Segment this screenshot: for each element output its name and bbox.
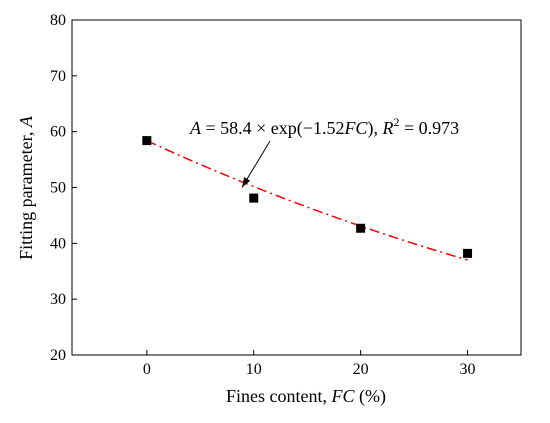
x-tick-label: 30 bbox=[460, 361, 476, 378]
data-points bbox=[142, 136, 473, 258]
y-tick-label: 60 bbox=[50, 124, 66, 141]
equation-annotation: A = 58.4 × exp(−1.52FC), R2 = 0.973 bbox=[189, 115, 459, 139]
y-axis-title-prefix: Fitting parameter, bbox=[16, 127, 36, 260]
data-point bbox=[463, 248, 473, 258]
tick-labels: 0 10 20 30 20 30 40 50 60 70 80 bbox=[50, 12, 476, 378]
x-tick-label: 0 bbox=[143, 361, 151, 378]
equation-body: = 58.4 × exp(−1.52 bbox=[201, 118, 344, 139]
y-tick-label: 40 bbox=[50, 235, 66, 252]
fit-curve bbox=[146, 139, 468, 261]
equation-value: = 0.973 bbox=[399, 118, 459, 138]
y-tick-label: 70 bbox=[50, 68, 66, 85]
y-axis-title-var: A bbox=[16, 115, 36, 128]
equation-close: ), bbox=[367, 118, 382, 139]
equation-A: A bbox=[189, 118, 202, 138]
equation-R: R bbox=[381, 118, 393, 138]
x-axis-title-suffix: (%) bbox=[355, 386, 386, 407]
annotation-arrow bbox=[241, 140, 271, 188]
y-tick-label: 30 bbox=[50, 291, 66, 308]
arrow-head bbox=[241, 177, 251, 188]
data-point bbox=[249, 193, 259, 203]
equation-superscript: 2 bbox=[393, 115, 399, 129]
data-point bbox=[142, 136, 152, 146]
equation-FC: FC bbox=[343, 118, 368, 138]
x-tick-label: 10 bbox=[246, 361, 262, 378]
y-tick-label: 20 bbox=[50, 347, 66, 364]
x-axis-title-var: FC bbox=[331, 386, 356, 406]
ticks bbox=[72, 19, 469, 356]
x-axis-title-prefix: Fines content, bbox=[226, 386, 332, 406]
data-point bbox=[356, 223, 366, 233]
x-tick-label: 20 bbox=[353, 361, 369, 378]
y-axis-title: Fitting parameter, A bbox=[16, 115, 36, 260]
x-axis-title: Fines content, FC (%) bbox=[226, 386, 386, 407]
y-tick-label: 80 bbox=[50, 12, 66, 29]
plot-frame bbox=[71, 19, 522, 356]
y-tick-label: 50 bbox=[50, 180, 66, 197]
